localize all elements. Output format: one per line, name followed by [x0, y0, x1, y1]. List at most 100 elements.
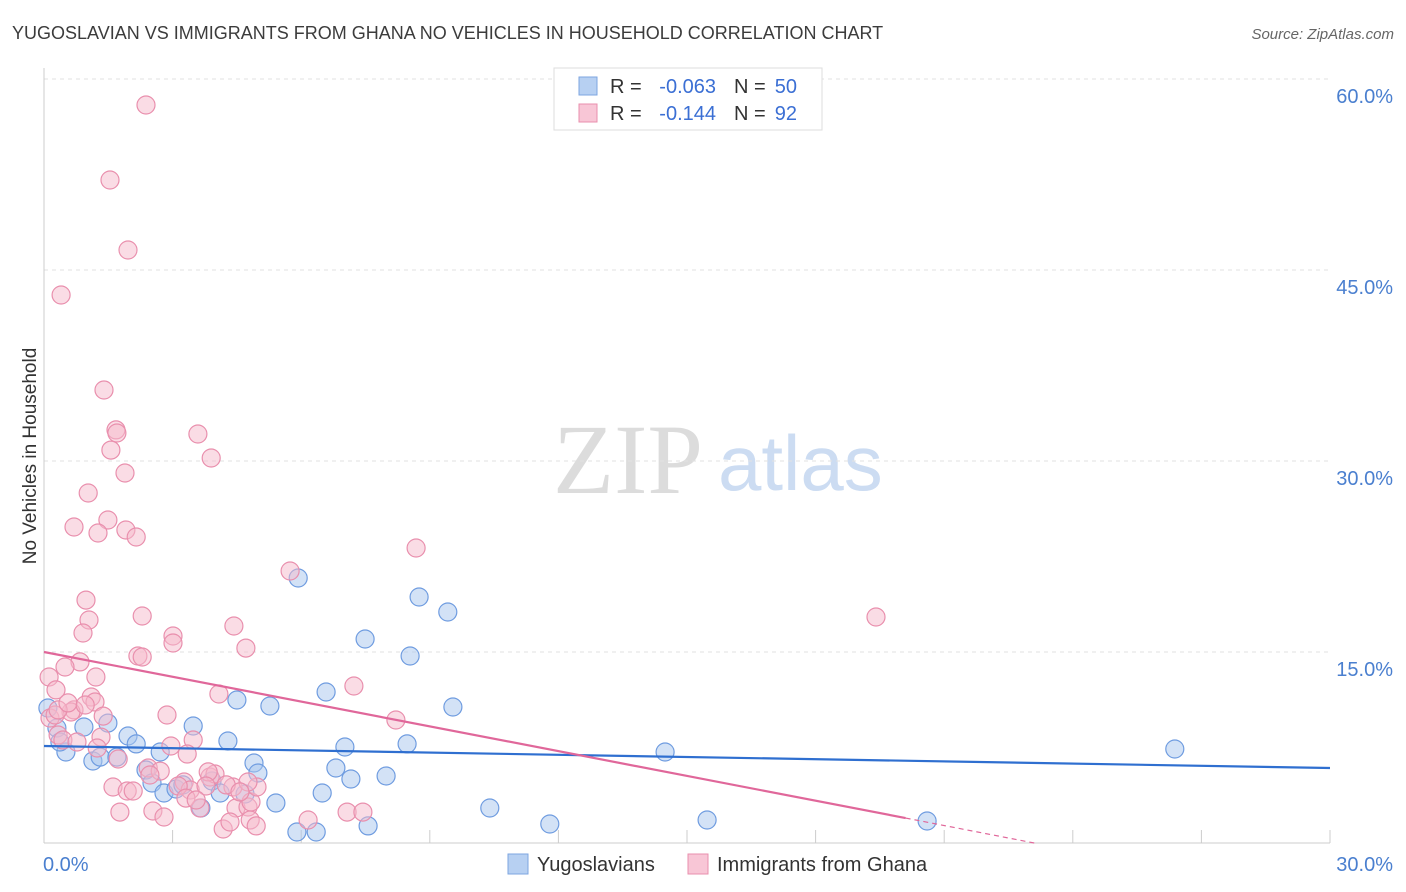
ghana-point [107, 423, 127, 443]
ghana-point [196, 776, 216, 796]
trend-line-ghana [43, 650, 906, 820]
yugoslavians-point [480, 798, 500, 818]
ghana-point [280, 561, 300, 581]
yugoslavians-point [917, 811, 937, 831]
yugoslavians-point [316, 682, 336, 702]
ghana-point [76, 590, 96, 610]
legend-n-label: N = [734, 76, 766, 98]
yugoslavians-point [260, 696, 280, 716]
ghana-point [108, 749, 128, 769]
yugoslavians-point [335, 737, 355, 757]
yugoslavians-point [655, 742, 675, 762]
legend-r-label: R = [610, 76, 642, 98]
ghana-point [94, 380, 114, 400]
legend-swatch-ghana [578, 103, 598, 123]
ghana-point [86, 667, 106, 687]
y-tick-label-60: 60.0% [1336, 86, 1393, 108]
ghana-point [230, 782, 250, 802]
stats-legend-box [553, 67, 823, 131]
legend-r-value-yugoslavians: -0.063 [659, 76, 716, 98]
yugoslavians-point [409, 587, 429, 607]
ghana-point [188, 424, 208, 444]
ghana-point [88, 523, 108, 543]
ghana-point [64, 517, 84, 537]
ghana-point [353, 802, 373, 822]
yugoslavians-point [312, 783, 332, 803]
ghana-point [123, 781, 143, 801]
y-tick-label-45: 45.0% [1336, 277, 1393, 299]
yugoslavians-point [227, 690, 247, 710]
legend-n-value-yugoslavians: 50 [775, 76, 797, 98]
x-tick-label-30: 30.0% [1336, 854, 1393, 876]
legend-label-ghana: Immigrants from Ghana [717, 854, 928, 876]
ghana-point [220, 812, 240, 832]
ghana-point [46, 680, 66, 700]
legend-r-label: R = [610, 103, 642, 125]
yugoslavians-point [218, 731, 238, 751]
trend-line-ghana-extension [905, 817, 1035, 844]
yugoslavians-point [376, 766, 396, 786]
ghana-point [55, 657, 75, 677]
ghana-point [136, 95, 156, 115]
ghana-point [93, 706, 113, 726]
ghana-point [101, 440, 121, 460]
x-tick-label-0: 0.0% [43, 854, 89, 876]
legend-label-yugoslavians: Yugoslavians [537, 854, 655, 876]
watermark-atlas: atlas [718, 419, 883, 507]
ghana-point [126, 527, 146, 547]
legend-r-value-ghana: -0.144 [659, 103, 716, 125]
ghana-point [154, 807, 174, 827]
ghana-point [201, 448, 221, 468]
yugoslavians-point [266, 793, 286, 813]
legend-swatch-ghana-bottom [687, 853, 709, 875]
chart-title: YUGOSLAVIAN VS IMMIGRANTS FROM GHANA NO … [12, 23, 883, 43]
ghana-point [186, 790, 206, 810]
series-legend: Yugoslavians Immigrants from Ghana [507, 853, 928, 876]
ghana-point [344, 676, 364, 696]
watermark-zip: ZIP [553, 404, 703, 515]
watermark: ZIP atlas [553, 404, 883, 515]
yugoslavians-point [355, 629, 375, 649]
trend-layer [43, 650, 1331, 844]
legend-swatch-yugoslavians [578, 76, 598, 96]
y-tick-label-30: 30.0% [1336, 468, 1393, 490]
ghana-point [67, 732, 87, 752]
ghana-point [298, 810, 318, 830]
yugoslavians-point [397, 734, 417, 754]
ghana-point [132, 606, 152, 626]
legend-n-value-ghana: 92 [775, 103, 797, 125]
ghana-point [98, 510, 118, 530]
yugoslavians-point [126, 734, 146, 754]
ghana-point [115, 463, 135, 483]
ghana-point [163, 633, 183, 653]
legend-swatch-yugoslavians-bottom [507, 853, 529, 875]
ghana-point [78, 483, 98, 503]
ghana-point [75, 695, 95, 715]
source-label: Source: ZipAtlas.com [1251, 26, 1394, 43]
grid-layer [44, 78, 1330, 653]
stats-legend: R = -0.063 N = 50 R = -0.144 N = 92 [553, 67, 823, 131]
ghana-point [118, 240, 138, 260]
yugoslavians-point [443, 697, 463, 717]
y-axis-title: No Vehicles in Household [20, 348, 41, 565]
x-ticks [172, 830, 1331, 843]
ghana-point [236, 638, 256, 658]
ghana-point [161, 736, 181, 756]
ghana-point [140, 765, 160, 785]
trend-line-yugoslavians [43, 744, 1331, 770]
ghana-point [157, 705, 177, 725]
ghana-point [246, 816, 266, 836]
yugoslavians-point [287, 822, 307, 842]
yugoslavians-point [540, 814, 560, 834]
legend-n-label: N = [734, 103, 766, 125]
ghana-point [110, 802, 130, 822]
yugoslavians-point [697, 810, 717, 830]
ghana-point [100, 170, 120, 190]
yugoslavians-point [341, 769, 361, 789]
ghana-point [132, 647, 152, 667]
y-tick-label-15: 15.0% [1336, 659, 1393, 681]
ghana-point [51, 285, 71, 305]
ghana-point [73, 623, 93, 643]
yugoslavians-point [326, 758, 346, 778]
